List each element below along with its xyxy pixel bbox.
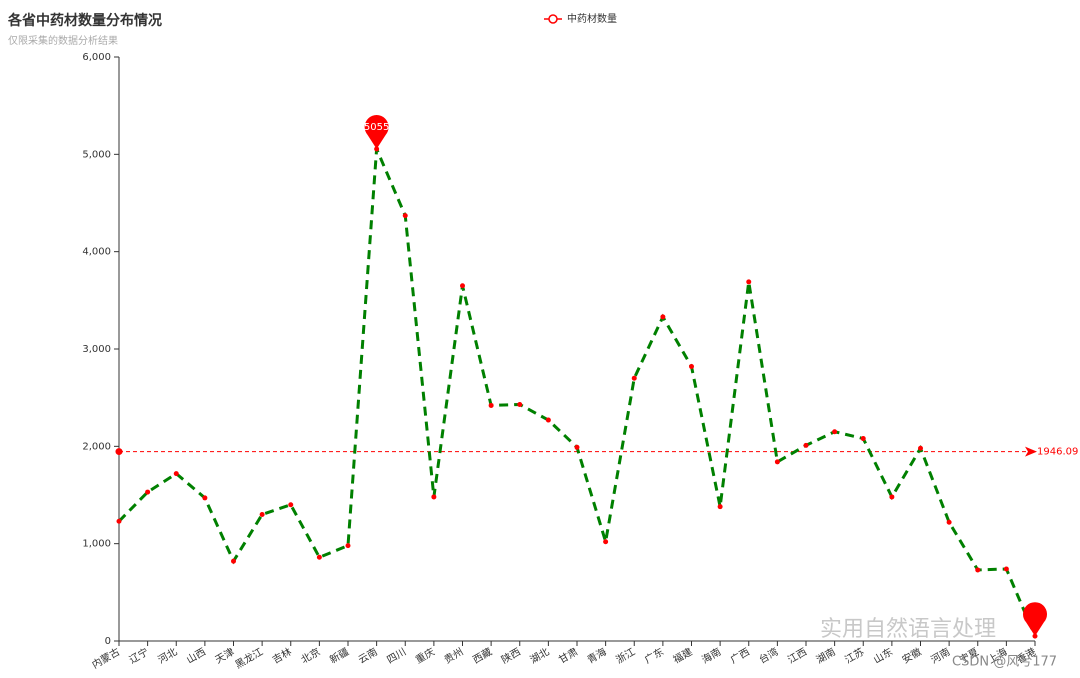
x-tick-label: 山西 — [185, 646, 208, 666]
x-tick-label: 四川 — [385, 647, 408, 667]
x-tick-label: 江苏 — [842, 645, 866, 666]
x-tick-label: 天津 — [213, 646, 236, 666]
data-point — [774, 459, 780, 465]
x-tick-label: 新疆 — [327, 645, 351, 666]
y-tick-label: 2,000 — [82, 441, 111, 452]
y-tick-label: 6,000 — [82, 52, 111, 63]
x-tick-label: 重庆 — [413, 645, 437, 666]
data-point — [717, 504, 723, 510]
data-point — [116, 518, 122, 524]
x-tick-label: 湖北 — [528, 646, 551, 666]
x-tick-label: 海南 — [699, 645, 723, 666]
data-point — [488, 402, 494, 408]
data-point — [202, 495, 208, 501]
y-tick-label: 0 — [105, 636, 111, 647]
x-tick-label: 河北 — [156, 646, 179, 666]
max-pin-label: 5055 — [364, 122, 389, 133]
mark-line-label: 1946.09 — [1037, 447, 1078, 458]
legend-icon — [548, 14, 558, 24]
x-tick-label: 云南 — [356, 645, 380, 666]
data-point — [316, 554, 322, 560]
data-point — [860, 436, 866, 442]
x-tick-label: 北京 — [299, 645, 323, 666]
watermark: 实用自然语言处理 — [820, 617, 996, 642]
mark-line-arrow — [1025, 446, 1037, 457]
data-point — [231, 558, 236, 564]
y-tick-label: 3,000 — [82, 344, 111, 355]
data-point — [889, 494, 895, 500]
data-point — [402, 213, 408, 219]
x-tick-label: 甘肃 — [556, 645, 580, 666]
x-tick-label: 辽宁 — [127, 645, 151, 666]
data-line — [117, 148, 1037, 637]
data-point — [345, 543, 351, 549]
x-tick-label: 青海 — [585, 645, 609, 666]
chart-title: 各省中药材数量分布情况 — [7, 12, 162, 29]
x-tick-label: 贵州 — [442, 645, 466, 666]
legend-label: 中药材数量 — [567, 12, 617, 25]
data-point — [1003, 566, 1009, 572]
data-point — [689, 364, 694, 370]
x-tick-label: 广西 — [728, 646, 751, 666]
watermark: CSDN @风兮177 — [952, 655, 1057, 670]
data-point — [259, 511, 265, 517]
x-tick-label: 山东 — [871, 645, 895, 666]
y-tick-label: 5,000 — [82, 149, 111, 160]
data-point — [545, 417, 551, 423]
x-tick-label: 江西 — [786, 646, 809, 666]
x-tick-label: 西藏 — [471, 646, 494, 666]
x-tick-label: 河南 — [928, 645, 952, 666]
min-pin — [1022, 602, 1047, 637]
data-point — [145, 489, 151, 495]
data-point — [803, 442, 809, 448]
chart-subtitle: 仅限采集的数据分析结果 — [8, 34, 118, 47]
data-point — [631, 375, 637, 381]
x-tick-label: 内蒙古 — [90, 645, 122, 671]
data-point — [746, 279, 752, 285]
y-tick-label: 1,000 — [82, 539, 111, 550]
data-point — [517, 401, 523, 407]
data-point — [431, 494, 437, 500]
data-point — [946, 519, 952, 525]
data-point — [603, 539, 609, 545]
x-tick-label: 湖南 — [814, 645, 838, 666]
x-tick-label: 吉林 — [270, 645, 294, 666]
x-tick-label: 浙江 — [614, 646, 637, 666]
max-pin — [364, 115, 389, 149]
data-point — [574, 444, 580, 450]
x-tick-label: 台湾 — [757, 645, 781, 666]
data-point — [660, 314, 666, 320]
x-tick-label: 陕西 — [499, 645, 523, 666]
data-point — [975, 567, 981, 573]
x-tick-label: 安徽 — [900, 645, 924, 666]
data-point — [460, 283, 465, 289]
y-tick-label: 4,000 — [82, 247, 111, 258]
mark-line-start — [115, 448, 123, 456]
data-point — [918, 445, 923, 451]
x-tick-label: 广东 — [642, 645, 666, 666]
x-tick-label: 黑龙江 — [233, 645, 265, 671]
data-point — [173, 471, 179, 477]
data-point — [832, 429, 838, 435]
data-point — [288, 502, 294, 508]
x-tick-label: 福建 — [671, 645, 695, 666]
